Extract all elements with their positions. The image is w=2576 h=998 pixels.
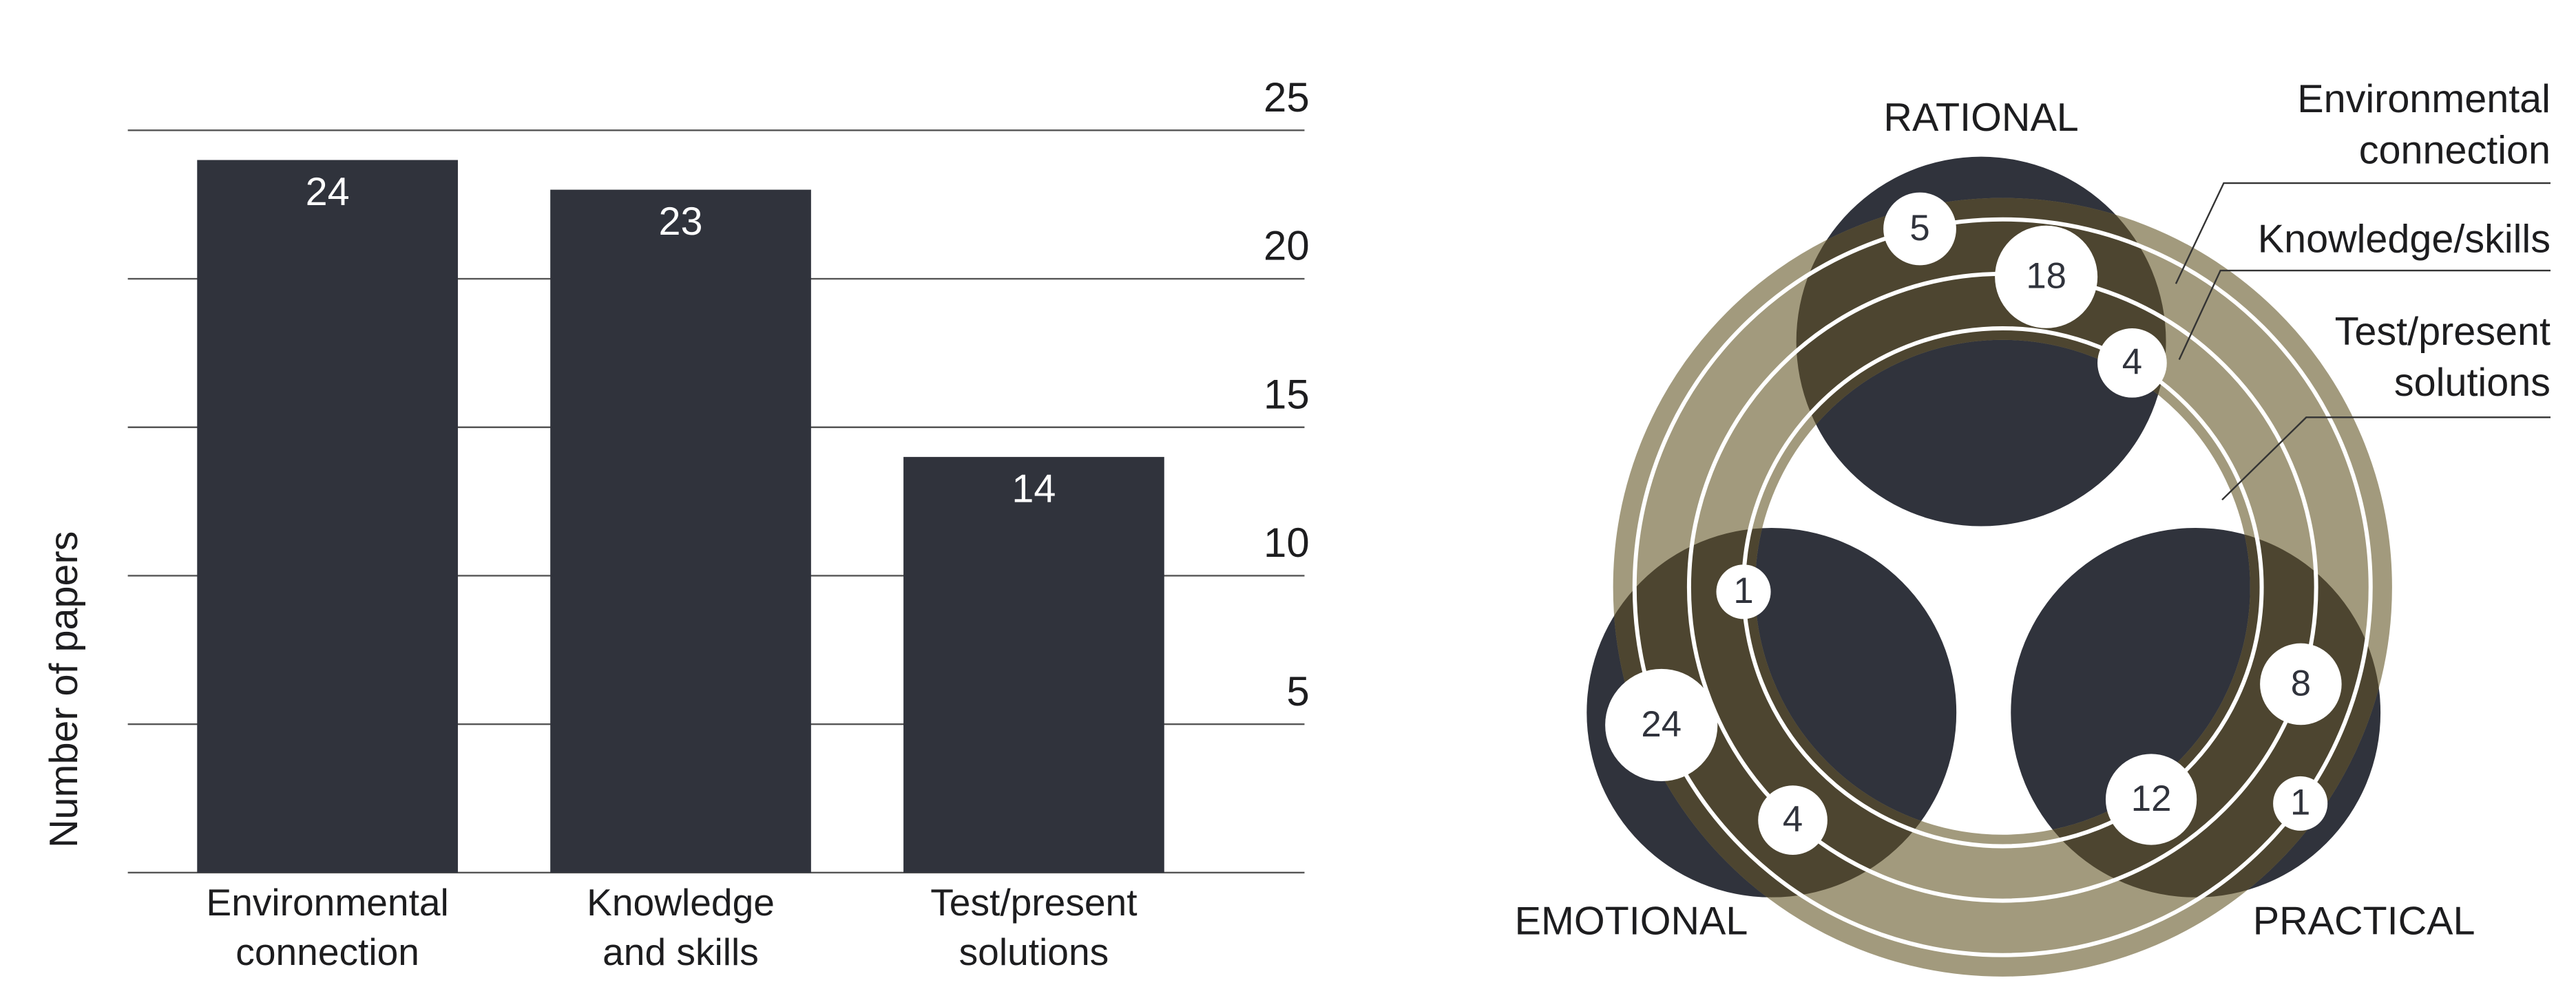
bubble xyxy=(2097,328,2167,398)
bubble-label: 18 xyxy=(2026,256,2066,297)
x-tick-label: Environmental connection xyxy=(206,880,449,973)
bubble xyxy=(1605,668,1718,782)
legend-label-box: Environmental connection xyxy=(2297,77,2551,174)
bubble xyxy=(1995,225,2098,328)
legend-label-box: Knowledge/skills xyxy=(2257,217,2551,263)
x-tick-label: Knowledge and skills xyxy=(587,880,775,973)
bubble xyxy=(1758,785,1828,855)
ring-line xyxy=(1632,217,2373,957)
bubble xyxy=(2105,754,2197,845)
value-label: 23 xyxy=(659,200,703,244)
bubble-label: 4 xyxy=(1783,799,1803,840)
x-tick-label-box: Knowledge and skills xyxy=(587,880,775,973)
bubble-label: 12 xyxy=(2131,778,2172,819)
y-tick-label: 25 xyxy=(1264,74,1310,120)
value-label: 24 xyxy=(306,170,350,214)
legend-label: Knowledge/skills xyxy=(2257,217,2551,263)
bar xyxy=(550,189,811,873)
bubble-label: 5 xyxy=(1909,208,1929,248)
y-tick-label: 10 xyxy=(1264,520,1310,566)
bubble xyxy=(2273,776,2328,831)
bar xyxy=(903,456,1164,873)
x-tick-label-box: Environmental connection xyxy=(206,880,449,973)
legend-label: Test/present solutions xyxy=(2334,310,2551,407)
y-tick-label: 20 xyxy=(1264,223,1310,269)
value-label: 14 xyxy=(1012,467,1056,511)
x-tick-label: Test/present solutions xyxy=(930,880,1138,973)
leader-line xyxy=(2221,416,2551,501)
legend-label-box: Test/present solutions xyxy=(2334,310,2551,407)
set-label: PRACTICAL xyxy=(2253,899,2475,943)
x-tick-label-box: Test/present solutions xyxy=(930,880,1138,973)
bubble xyxy=(2260,643,2342,725)
bubble-label: 4 xyxy=(2122,342,2142,383)
bubble-label: 8 xyxy=(2291,663,2311,703)
bubble-label: 1 xyxy=(1733,571,1753,611)
y-axis-label: Number of papers xyxy=(42,531,86,848)
bubble-label: 24 xyxy=(1641,704,1682,745)
set-label: EMOTIONAL xyxy=(1515,899,1748,943)
leader-line xyxy=(2178,269,2551,360)
bar xyxy=(197,160,458,873)
y-tick-label: 15 xyxy=(1264,371,1310,417)
y-tick-label: 5 xyxy=(1286,668,1309,714)
set-label: RATIONAL xyxy=(1883,96,2078,140)
leader-line xyxy=(2175,182,2551,284)
legend-label: Environmental connection xyxy=(2297,77,2551,174)
bubble xyxy=(1883,192,1956,266)
bubble-label: 1 xyxy=(2290,783,2310,823)
bubble xyxy=(1716,564,1771,619)
